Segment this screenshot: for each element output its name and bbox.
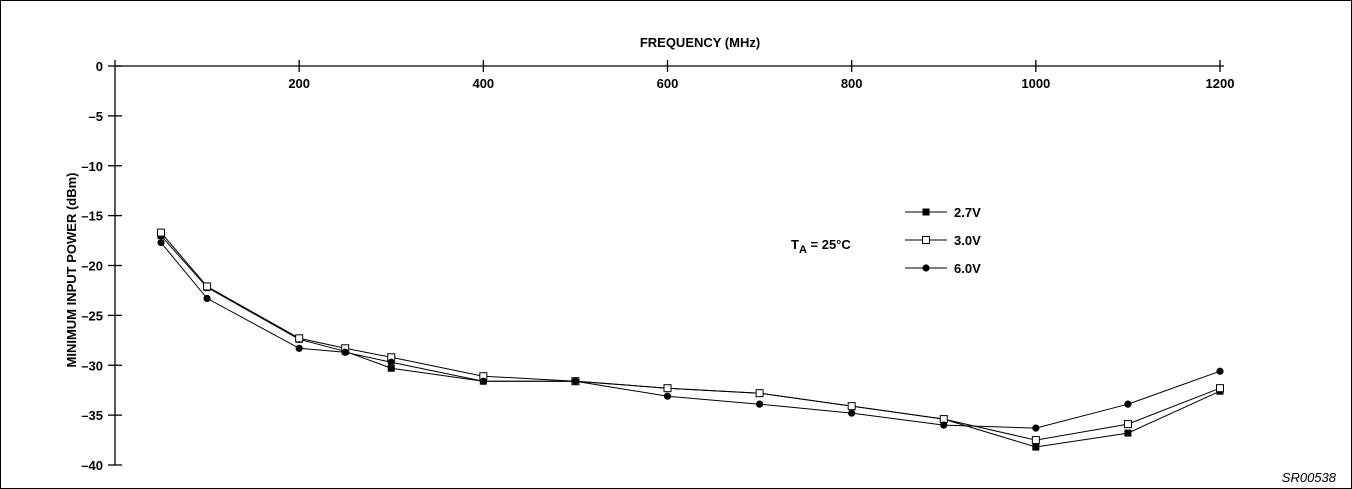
data-point-6.0V	[571, 377, 580, 385]
data-point-2.7V	[1124, 429, 1132, 437]
data-point-3.0V	[755, 389, 764, 398]
data-point-6.0V	[341, 348, 349, 356]
y-tick-label: –15	[81, 209, 103, 224]
x-tick-label: 600	[657, 76, 679, 91]
y-tick-label: –20	[81, 259, 103, 274]
legend-marker	[922, 236, 930, 244]
data-point-2.7V	[387, 364, 395, 372]
y-tick-label: –30	[81, 358, 103, 373]
x-tick-label: 800	[841, 76, 863, 91]
data-point-3.0V	[1123, 420, 1132, 429]
data-point-3.0V	[295, 334, 304, 343]
data-point-3.0V	[847, 402, 856, 411]
y-tick-label: –5	[89, 109, 103, 124]
y-tick-label: –10	[81, 159, 103, 174]
data-point-6.0V	[387, 358, 395, 366]
legend-label: 3.0V	[954, 233, 981, 248]
series-line-6.0V	[160, 242, 1221, 429]
legend-label: 6.0V	[954, 261, 981, 276]
x-tick-label: 1000	[1021, 76, 1050, 91]
x-tick-label: 1200	[1206, 76, 1235, 91]
data-point-3.0V	[663, 384, 672, 393]
series-line-3.0V	[160, 232, 1221, 441]
data-point-6.0V	[940, 421, 948, 429]
data-point-6.0V	[157, 238, 165, 247]
data-point-6.0V	[1124, 400, 1132, 408]
legend: 2.7V 3.0V 6.0V	[905, 205, 981, 276]
data-point-6.0V	[848, 409, 856, 417]
y-axis-title: MINIMUM INPUT POWER (dBm)	[64, 173, 79, 368]
x-tick-label: 400	[472, 76, 494, 91]
legend-label: 2.7V	[954, 205, 981, 220]
figure-code: SR00538	[1282, 470, 1337, 485]
series-markers	[157, 228, 1224, 451]
series-lines	[160, 232, 1221, 448]
data-point-6.0V	[755, 400, 764, 408]
y-tick-label: –25	[81, 308, 103, 323]
data-point-6.0V	[1032, 424, 1040, 432]
data-point-3.0V	[1216, 384, 1224, 393]
x-tick-label: 200	[288, 76, 310, 91]
legend-marker	[922, 208, 930, 216]
y-tick-label: –35	[81, 408, 103, 423]
temperature-annotation: TA = 25°C	[791, 237, 851, 256]
x-axis-title: FREQUENCY (MHz)	[640, 35, 760, 50]
data-point-3.0V	[203, 282, 212, 291]
data-point-6.0V	[479, 377, 487, 385]
data-point-3.0V	[1031, 436, 1040, 445]
legend-marker	[922, 264, 930, 272]
data-point-6.0V	[295, 344, 303, 352]
data-point-3.0V	[157, 228, 166, 237]
axes: 200 400 600 800 1000 1200 0 –5 –10 –15 –20 –25 –30 –3…	[81, 59, 1234, 473]
data-point-6.0V	[663, 392, 672, 400]
y-tick-label: –40	[81, 458, 103, 473]
data-point-6.0V	[1216, 367, 1224, 375]
y-tick-label: 0	[96, 59, 103, 74]
series-line-2.7V	[160, 235, 1221, 448]
data-point-2.7V	[1032, 443, 1040, 451]
data-point-6.0V	[203, 294, 211, 303]
